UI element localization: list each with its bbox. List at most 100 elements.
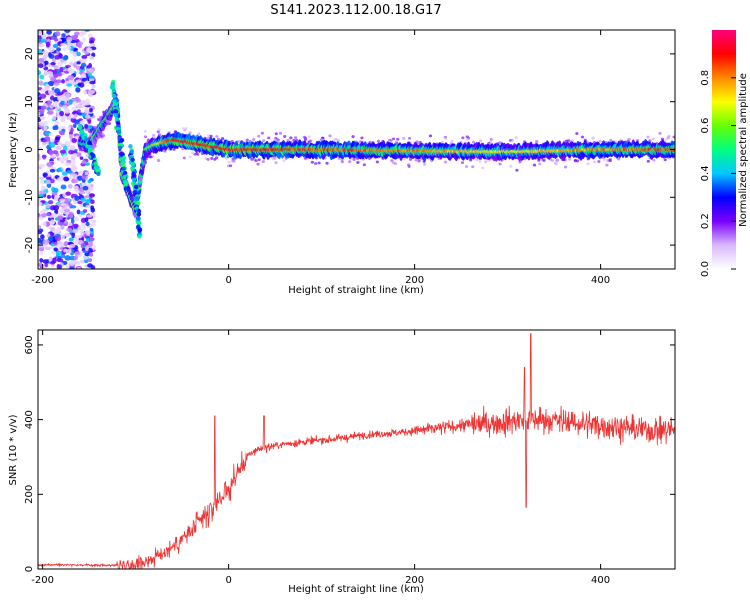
heatmap-cell <box>72 62 78 68</box>
heatmap-cell <box>597 160 601 163</box>
heatmap-cell <box>56 264 61 269</box>
heatmap-strand-cell <box>88 147 93 152</box>
heatmap-cell <box>157 128 161 131</box>
heatmap-cell <box>87 263 93 268</box>
snr-xtick-label: 200 <box>405 575 424 586</box>
spectrogram-ticks: -200 0 200 400 -20 -10 0 10 20 <box>24 30 675 286</box>
heatmap-cell <box>245 138 249 142</box>
heatmap-cell <box>42 155 47 160</box>
heatmap-strand-cell <box>121 166 126 172</box>
spectrogram-ytick-label: -20 <box>24 237 35 253</box>
heatmap-cell <box>54 54 61 60</box>
heatmap-cell <box>575 132 579 135</box>
heatmap-cell <box>59 156 66 163</box>
heatmap-cell <box>76 109 81 113</box>
heatmap-cell <box>64 108 71 114</box>
heatmap-cell <box>51 57 57 63</box>
heatmap-cell <box>97 118 101 121</box>
heatmap-cell <box>66 45 72 50</box>
heatmap-cell <box>77 82 82 87</box>
heatmap-strand-cell <box>114 109 119 114</box>
heatmap-cell <box>72 228 79 234</box>
heatmap-cell <box>91 84 96 89</box>
snr-ticks: -200 0 200 400 0 200 400 600 <box>24 330 675 586</box>
heatmap-cell <box>74 178 79 183</box>
heatmap-cell <box>45 179 51 185</box>
heatmap-cell <box>402 136 406 140</box>
heatmap-cell <box>231 159 235 163</box>
spectrogram-xlabel: Height of straight line (km) <box>288 285 424 296</box>
heatmap-cell <box>63 176 70 182</box>
heatmap-cell <box>407 136 412 140</box>
heatmap-cell <box>67 126 72 130</box>
heatmap-cell <box>54 136 61 141</box>
heatmap-cell <box>250 157 254 161</box>
heatmap-cell <box>143 135 148 139</box>
heatmap-cell <box>79 33 84 38</box>
heatmap-cell <box>68 99 73 105</box>
heatmap-cell <box>50 62 56 66</box>
heatmap-cell <box>58 168 63 173</box>
heatmap-cell <box>52 213 58 218</box>
colorbar-tick-label: 0.0 <box>700 261 711 277</box>
heatmap-cell <box>60 43 66 47</box>
heatmap-cell <box>93 144 97 148</box>
heatmap-strand-cell <box>118 151 124 157</box>
heatmap-cell <box>38 154 41 161</box>
spectrogram-ytick-label: 0 <box>24 146 35 152</box>
heatmap-cell <box>351 135 355 138</box>
heatmap-strand-cell <box>136 201 141 206</box>
heatmap-cell <box>63 240 68 247</box>
heatmap-strand-cell <box>134 196 140 201</box>
heatmap-cell <box>443 160 448 164</box>
heatmap-cell <box>278 131 283 135</box>
heatmap-cell <box>46 183 52 188</box>
heatmap-cell <box>46 194 52 199</box>
heatmap-cell <box>59 110 65 117</box>
heatmap-cell <box>652 158 656 162</box>
heatmap-cell <box>260 131 264 135</box>
heatmap-cell <box>81 174 87 180</box>
heatmap-cell <box>73 173 78 179</box>
heatmap-strand-cell <box>113 113 119 118</box>
heatmap-cell <box>84 217 89 223</box>
heatmap-cell <box>210 157 214 160</box>
heatmap-cell <box>53 82 60 86</box>
heatmap-cell <box>562 158 566 162</box>
heatmap-cell <box>59 66 64 73</box>
heatmap-strand-cell <box>122 175 127 180</box>
heatmap-cell <box>72 152 78 158</box>
heatmap-cell <box>59 149 67 154</box>
heatmap-cell <box>489 138 493 141</box>
heatmap-strand-cell <box>111 93 117 99</box>
heatmap-cell <box>62 56 69 61</box>
heatmap-cell <box>666 136 670 140</box>
heatmap-cell <box>314 162 318 165</box>
heatmap-cell <box>84 252 91 257</box>
heatmap-cell <box>45 203 50 209</box>
heatmap-cell <box>40 234 45 240</box>
heatmap-cell <box>261 160 265 163</box>
heatmap-strand-cell <box>131 177 137 182</box>
snr-panel: -200 0 200 400 0 200 400 600 Height of straight… <box>8 329 676 595</box>
heatmap-cell <box>81 223 86 228</box>
heatmap-cell <box>48 46 55 52</box>
spectrogram-xtick-label: 0 <box>225 275 231 286</box>
heatmap-cell <box>76 104 83 108</box>
heatmap-cell <box>86 214 93 218</box>
heatmap-cell <box>608 158 612 161</box>
heatmap-cell <box>67 184 73 189</box>
heatmap-cell <box>221 137 225 140</box>
heatmap-cell <box>57 95 63 101</box>
heatmap-cell <box>38 37 42 43</box>
heatmap-cell <box>60 224 65 230</box>
heatmap-cell <box>59 234 65 240</box>
heatmap-cell <box>53 197 59 201</box>
heatmap-cell <box>65 142 71 147</box>
heatmap-cell <box>215 156 219 160</box>
heatmap-cell <box>57 61 63 67</box>
heatmap-cell <box>58 130 65 135</box>
heatmap-cell <box>538 162 542 166</box>
heatmap-strand-cell <box>117 145 123 150</box>
heatmap-cell <box>89 227 94 232</box>
